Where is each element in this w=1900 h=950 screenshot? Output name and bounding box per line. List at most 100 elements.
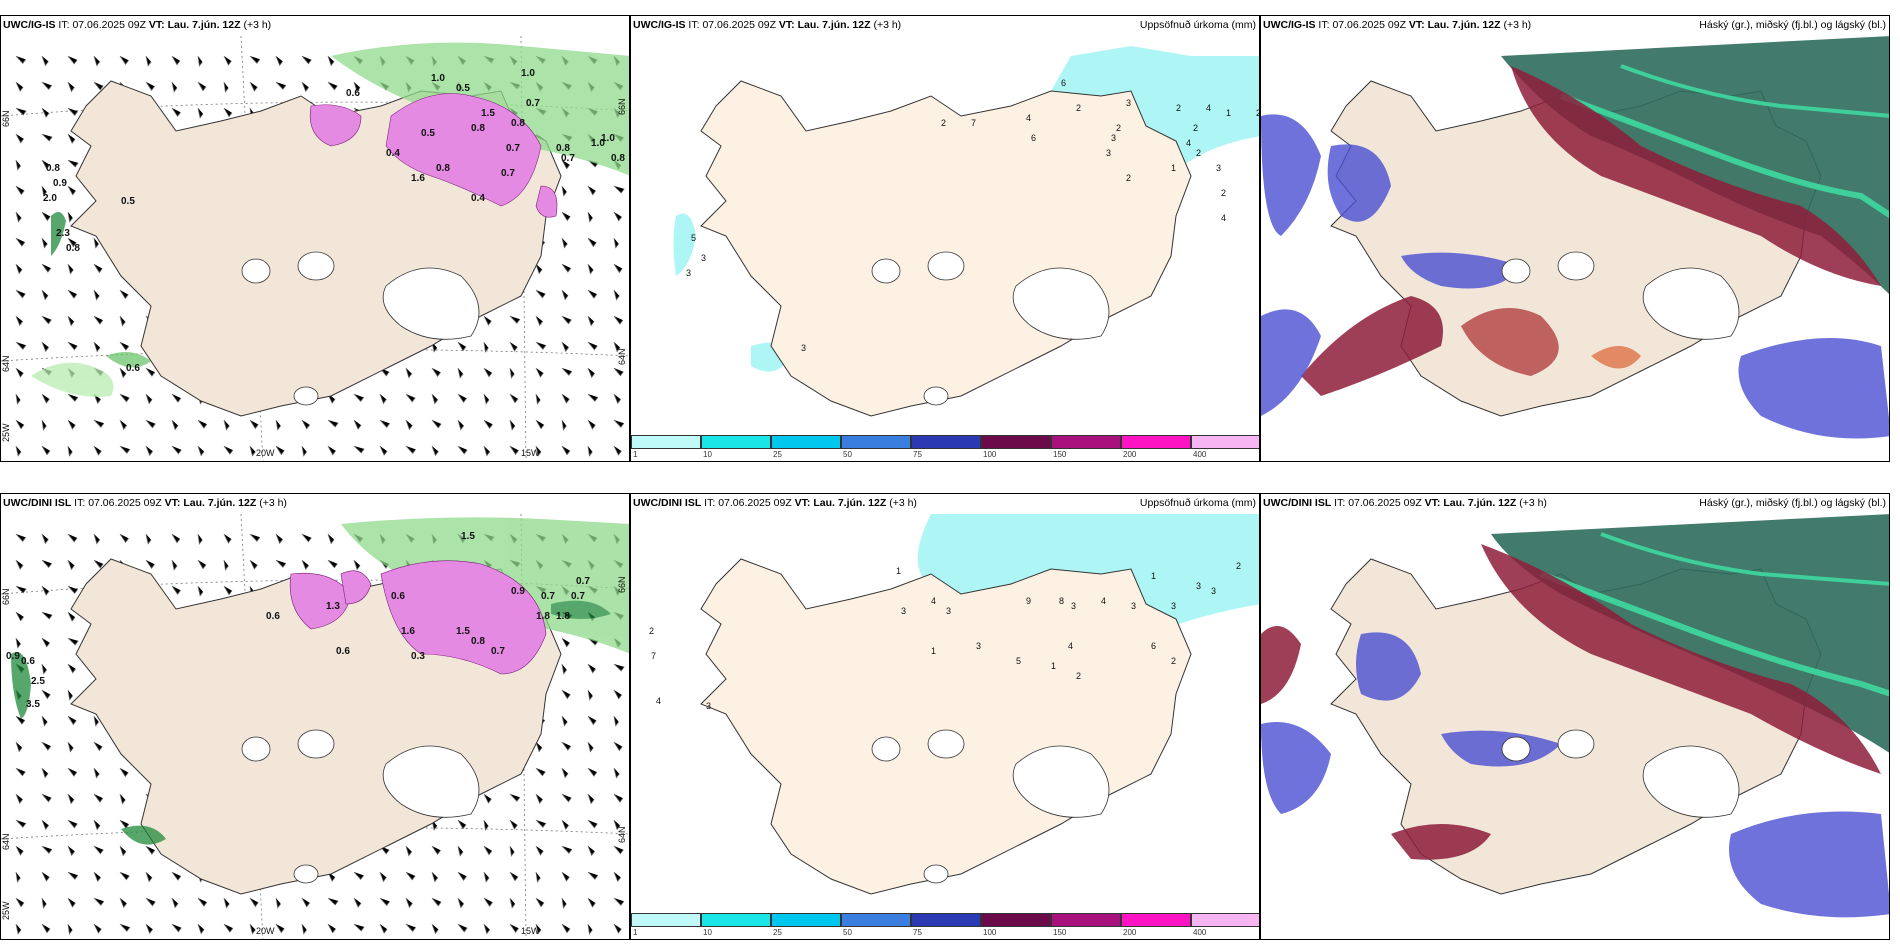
wind-barb bbox=[301, 445, 308, 457]
wind-barb bbox=[41, 341, 50, 353]
wind-barb bbox=[67, 845, 76, 857]
wind-barb bbox=[535, 393, 541, 405]
value-label: 2 bbox=[649, 626, 654, 636]
wind-barb bbox=[145, 845, 156, 855]
wind-barb bbox=[15, 445, 22, 457]
wind-barb bbox=[67, 533, 78, 543]
wind-barb bbox=[119, 897, 128, 909]
wind-barb bbox=[561, 637, 571, 648]
value-label: 1 bbox=[1226, 108, 1231, 118]
wind-barb bbox=[561, 159, 571, 170]
value-label: 3 bbox=[946, 606, 951, 616]
wind-barb bbox=[509, 897, 516, 909]
legend-swatch bbox=[771, 913, 841, 927]
value-label: 3 bbox=[1216, 163, 1221, 173]
value-label: 2 bbox=[1171, 656, 1176, 666]
wind-barb bbox=[483, 419, 493, 429]
wind-barb bbox=[379, 419, 391, 429]
panel-header: UWC/DINI ISL IT: 07.06.2025 09Z VT: Lau.… bbox=[3, 497, 287, 509]
wind-barb bbox=[145, 445, 154, 457]
wind-barb bbox=[431, 419, 442, 429]
model-name: UWC/IG-IS bbox=[3, 19, 56, 31]
wind-barb bbox=[587, 393, 599, 402]
legend-tick-label: 75 bbox=[913, 928, 922, 937]
wind-barb bbox=[119, 845, 127, 857]
wind-barb bbox=[509, 315, 521, 324]
value-label: 9 bbox=[1026, 596, 1031, 606]
wind-barb bbox=[15, 585, 27, 594]
wind-barb bbox=[561, 793, 572, 803]
value-label: 1.0 bbox=[591, 138, 605, 149]
wind-barb bbox=[15, 133, 25, 144]
value-label: 2 bbox=[1256, 108, 1260, 118]
mid-cloud-area bbox=[1261, 544, 1881, 860]
accum-precip-panel-top: UWC/IG-IS IT: 07.06.2025 09Z VT: Lau. 7.… bbox=[630, 15, 1260, 462]
wind-barb bbox=[327, 419, 339, 428]
lon-label-20w: 20W bbox=[256, 926, 275, 936]
wind-barb bbox=[119, 367, 127, 379]
wind-barb bbox=[613, 923, 622, 934]
wind-barb bbox=[561, 897, 567, 909]
precip-values: 0.9 0.62.53.50.60.61.50.7 0.71.80.70.31.6 1… bbox=[6, 531, 590, 710]
wind-barb bbox=[249, 81, 258, 92]
wind-barb bbox=[249, 55, 261, 64]
wind-barb bbox=[405, 445, 417, 455]
glaciers bbox=[1501, 729, 1740, 818]
wind-barb bbox=[613, 185, 625, 194]
legend-swatch bbox=[631, 435, 701, 449]
wind-barb bbox=[509, 445, 519, 455]
wind-barb bbox=[353, 445, 365, 454]
model-name: UWC/IG-IS bbox=[633, 19, 686, 31]
value-label: 4 bbox=[1068, 641, 1073, 651]
wind-barb bbox=[145, 533, 152, 545]
wind-barb bbox=[509, 871, 519, 882]
wind-barb bbox=[587, 845, 596, 857]
wind-barb bbox=[197, 445, 205, 457]
wind-barb bbox=[587, 715, 597, 726]
wind-barb bbox=[379, 871, 387, 883]
wind-barb bbox=[41, 133, 53, 142]
model-name: UWC/DINI ISL bbox=[3, 497, 72, 509]
wind-barb bbox=[301, 923, 308, 935]
legend-tick-label: 400 bbox=[1193, 928, 1207, 937]
value-label: 3 bbox=[1126, 98, 1131, 108]
wind-barb bbox=[457, 923, 468, 933]
wind-barb bbox=[171, 533, 181, 544]
wind-barb bbox=[67, 81, 75, 93]
wind-barb bbox=[67, 341, 78, 351]
value-label: 2 bbox=[1196, 148, 1201, 158]
value-label: 1.8 bbox=[536, 611, 550, 622]
wind-barb bbox=[67, 611, 76, 622]
legend-swatch bbox=[771, 435, 841, 449]
value-label: 0.7 bbox=[526, 98, 540, 109]
wind-precip-panel-top: UWC/IG-IS IT: 07.06.2025 09Z VT: Lau. 7.… bbox=[0, 15, 630, 462]
wind-barb bbox=[509, 793, 521, 802]
wind-barb bbox=[119, 419, 128, 431]
glaciers bbox=[1501, 251, 1740, 340]
wind-barb bbox=[145, 897, 156, 907]
wind-barb bbox=[327, 923, 337, 934]
wind-barb bbox=[457, 393, 467, 403]
wind-barb bbox=[171, 107, 181, 117]
wind-barb bbox=[93, 315, 104, 325]
wind-barb bbox=[41, 585, 50, 596]
value-label: 2 bbox=[1193, 123, 1198, 133]
wind-barb bbox=[41, 445, 51, 456]
wind-barb bbox=[67, 159, 79, 168]
legend-swatch bbox=[701, 435, 771, 449]
wind-barb bbox=[301, 81, 310, 93]
wind-barb bbox=[535, 793, 544, 805]
value-label: 4 bbox=[1221, 213, 1226, 223]
wind-barb bbox=[535, 419, 545, 430]
wind-barb bbox=[249, 897, 259, 908]
wind-barb bbox=[535, 445, 542, 457]
value-label: 5 bbox=[691, 233, 696, 243]
lead-time: (+3 h) bbox=[1503, 19, 1532, 31]
precip-values: 0.80.92.0 0.52.30.80.61.00.70.80.51.00.41… bbox=[43, 68, 625, 374]
value-label: 3 bbox=[801, 343, 806, 353]
wind-barb bbox=[483, 341, 489, 353]
wind-barb bbox=[483, 819, 489, 831]
wind-barb bbox=[275, 55, 284, 67]
wind-barb bbox=[119, 819, 130, 829]
wind-barb bbox=[171, 559, 178, 571]
